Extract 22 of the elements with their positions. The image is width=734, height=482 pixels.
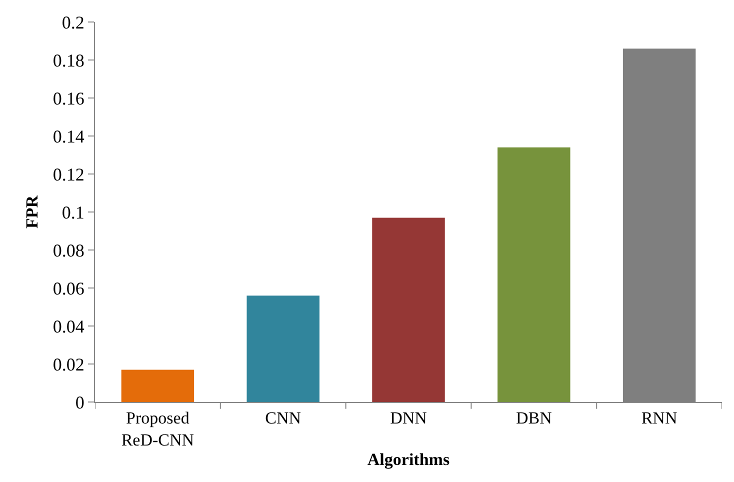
y-tick-label: 0.16 [52, 88, 84, 108]
y-tick-label: 0.14 [52, 126, 84, 146]
x-tick-label: Proposed ReD-CNN [121, 408, 194, 450]
y-tick-label: 0.12 [52, 164, 84, 184]
y-tick-label: 0.04 [52, 316, 84, 336]
y-tick-label: 0.1 [62, 202, 84, 222]
x-tick-label: RNN [641, 408, 678, 428]
x-tick-label: DNN [390, 408, 427, 428]
bar [372, 218, 445, 402]
y-tick-label: 0.2 [62, 12, 84, 32]
bar [246, 296, 320, 402]
bar [121, 370, 194, 402]
x-axis-title: Algorithms [367, 450, 450, 469]
y-tick-label: 0.02 [52, 354, 84, 374]
bar [498, 147, 570, 402]
x-tick-label: CNN [265, 408, 302, 428]
y-tick-label: 0.18 [52, 50, 84, 70]
x-tick-label: DBN [516, 408, 552, 428]
y-tick-label: 0.06 [52, 278, 84, 298]
y-tick-label: 0.08 [52, 240, 84, 260]
y-axis-title: FPR [22, 194, 42, 229]
y-tick-label: 0 [75, 392, 84, 412]
